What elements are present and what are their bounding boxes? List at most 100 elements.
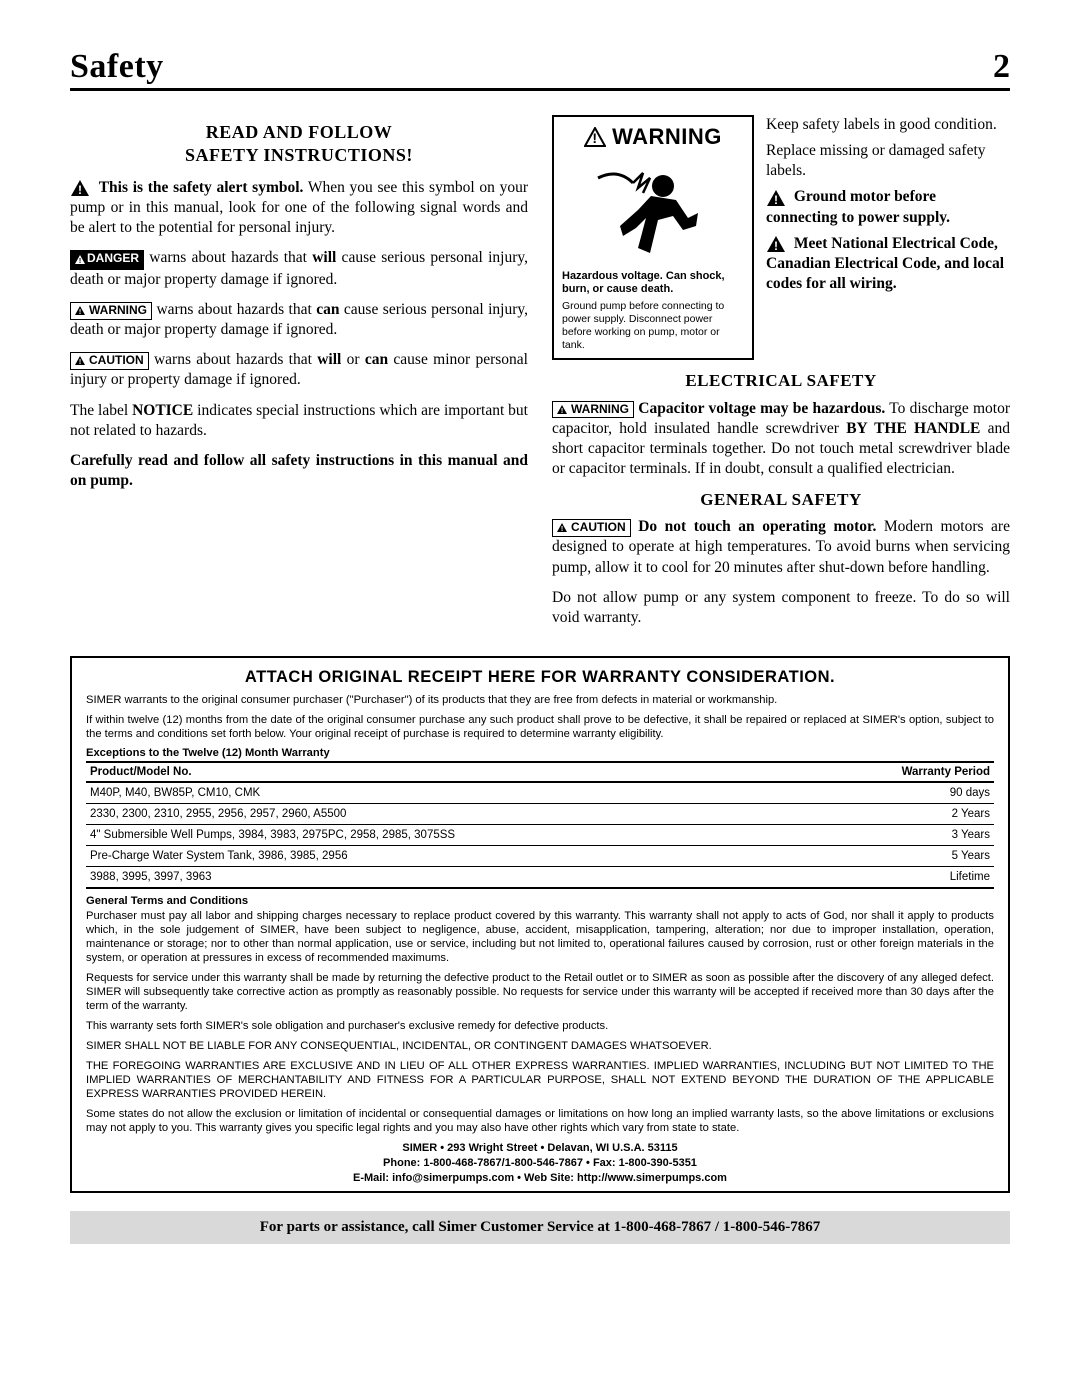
two-column-body: READ AND FOLLOW SAFETY INSTRUCTIONS! ! T…: [70, 115, 1010, 638]
elec-bold: Capacitor voltage may be hazardous.: [638, 400, 885, 417]
svg-text:!: !: [774, 193, 778, 207]
alert-triangle-icon: !: [557, 405, 567, 414]
contact-phone: Phone: 1-800-468-7867/1-800-546-7867 • F…: [86, 1156, 994, 1171]
caut-text-c: or: [341, 351, 365, 368]
svg-text:!: !: [774, 239, 778, 253]
table-row: M40P, M40, BW85P, CM10, CMK90 days: [86, 782, 994, 804]
elec-handle: BY THE HANDLE: [846, 420, 980, 437]
warning-caption-text: Ground pump before connecting to power s…: [562, 300, 744, 353]
cell-period: Lifetime: [808, 866, 994, 888]
keep-labels-1: Keep safety labels in good condition.: [766, 115, 1010, 135]
warranty-p1: SIMER warrants to the original consumer …: [86, 693, 994, 707]
page-number: 2: [993, 48, 1010, 86]
warning-caption-bold: Hazardous voltage. Can shock, burn, or c…: [562, 270, 744, 296]
svg-text:!: !: [561, 526, 563, 532]
warning-panel-head: ! WARNING: [562, 123, 744, 152]
caution-label: !CAUTION: [70, 352, 149, 370]
danger-paragraph: !DANGER warns about hazards that will ca…: [70, 248, 528, 290]
warning-panel: ! WARNING Hazardous voltage. Can shock, …: [552, 115, 754, 360]
svg-text:!: !: [79, 359, 81, 365]
warn-can: can: [316, 301, 339, 318]
warning-paragraph: !WARNING warns about hazards that can ca…: [70, 300, 528, 340]
alert-triangle-icon: !: [766, 189, 786, 207]
page-title: Safety: [70, 48, 164, 86]
cell-period: 90 days: [808, 782, 994, 804]
nec-bold: Meet National Electrical Code, Canadian …: [766, 235, 1004, 292]
col-period: Warranty Period: [808, 762, 994, 782]
warranty-exceptions-head: Exceptions to the Twelve (12) Month Warr…: [86, 747, 994, 759]
shock-hazard-icon: [562, 156, 744, 266]
cell-model: 2330, 2300, 2310, 2955, 2956, 2957, 2960…: [86, 803, 808, 824]
cell-model: 4" Submersible Well Pumps, 3984, 3983, 2…: [86, 824, 808, 845]
danger-text-a: warns about hazards that: [144, 249, 312, 266]
cell-model: 3988, 3995, 3997, 3963: [86, 866, 808, 888]
svg-text:!: !: [561, 408, 563, 414]
warning-label: !WARNING: [552, 401, 634, 419]
alert-triangle-icon: !: [557, 523, 567, 532]
nec-para: ! Meet National Electrical Code, Canadia…: [766, 234, 1010, 294]
notice-b: NOTICE: [132, 402, 193, 419]
right-top-row: ! WARNING Hazardous voltage. Can shock, …: [552, 115, 1010, 360]
footer-bar: For parts or assistance, call Simer Cust…: [70, 1211, 1010, 1244]
gtc-head: General Terms and Conditions: [86, 895, 994, 907]
danger-will: will: [312, 249, 336, 266]
alert-symbol-paragraph: ! This is the safety alert symbol. When …: [70, 178, 528, 238]
alert-triangle-icon: !: [70, 179, 90, 197]
gtc-3: This warranty sets forth SIMER's sole ob…: [86, 1019, 994, 1033]
cell-model: M40P, M40, BW85P, CM10, CMK: [86, 782, 808, 804]
electrical-paragraph: !WARNING Capacitor voltage may be hazard…: [552, 399, 1010, 480]
page-header: Safety 2: [70, 48, 1010, 91]
caut-will: will: [317, 351, 341, 368]
table-row: Pre-Charge Water System Tank, 3986, 3985…: [86, 845, 994, 866]
alert-triangle-icon: !: [75, 356, 85, 365]
general-paragraph-1: !CAUTION Do not touch an operating motor…: [552, 517, 1010, 577]
svg-text:!: !: [592, 130, 597, 146]
gtc-1: Purchaser must pay all labor and shippin…: [86, 909, 994, 965]
gtc-5: THE FOREGOING WARRANTIES ARE EXCLUSIVE A…: [86, 1059, 994, 1101]
right-top-text: Keep safety labels in good condition. Re…: [766, 115, 1010, 360]
caution-label: !CAUTION: [552, 519, 631, 537]
alert-triangle-icon: !: [766, 235, 786, 253]
table-header-row: Product/Model No. Warranty Period: [86, 762, 994, 782]
gtc-4: SIMER SHALL NOT BE LIABLE FOR ANY CONSEQ…: [86, 1039, 994, 1053]
svg-text:!: !: [79, 309, 81, 315]
left-heading-line2: SAFETY INSTRUCTIONS!: [185, 145, 413, 165]
caut-can: can: [365, 351, 388, 368]
warranty-p2: If within twelve (12) months from the da…: [86, 713, 994, 741]
table-row: 3988, 3995, 3997, 3963Lifetime: [86, 866, 994, 888]
electrical-safety-heading: ELECTRICAL SAFETY: [552, 370, 1010, 392]
svg-text:!: !: [79, 258, 81, 264]
keep-labels-2: Replace missing or damaged safety labels…: [766, 141, 1010, 181]
notice-a: The label: [70, 402, 132, 419]
warranty-title: ATTACH ORIGINAL RECEIPT HERE FOR WARRANT…: [86, 668, 994, 687]
danger-label: !DANGER: [70, 250, 144, 270]
warning-panel-title: WARNING: [612, 123, 722, 152]
alert-triangle-icon: !: [75, 306, 85, 315]
gtc-6: Some states do not allow the exclusion o…: [86, 1107, 994, 1135]
cell-period: 3 Years: [808, 824, 994, 845]
gen-bold: Do not touch an operating motor.: [638, 518, 876, 535]
right-column: ! WARNING Hazardous voltage. Can shock, …: [552, 115, 1010, 638]
warning-label: !WARNING: [70, 302, 152, 320]
warranty-box: ATTACH ORIGINAL RECEIPT HERE FOR WARRANT…: [70, 656, 1010, 1194]
cell-period: 2 Years: [808, 803, 994, 824]
table-row: 2330, 2300, 2310, 2955, 2956, 2957, 2960…: [86, 803, 994, 824]
ground-motor-para: ! Ground motor before connecting to powe…: [766, 187, 1010, 227]
left-column: READ AND FOLLOW SAFETY INSTRUCTIONS! ! T…: [70, 115, 528, 638]
gtc-2: Requests for service under this warranty…: [86, 971, 994, 1013]
alert-bold: This is the safety alert symbol.: [99, 179, 304, 196]
caution-paragraph: !CAUTION warns about hazards that will o…: [70, 350, 528, 390]
page: Safety 2 READ AND FOLLOW SAFETY INSTRUCT…: [0, 0, 1080, 1397]
alert-triangle-icon: !: [75, 253, 85, 269]
caut-text-a: warns about hazards that: [149, 351, 318, 368]
svg-text:!: !: [78, 183, 82, 197]
cell-period: 5 Years: [808, 845, 994, 866]
left-heading: READ AND FOLLOW SAFETY INSTRUCTIONS!: [70, 121, 528, 168]
contact-email: E-Mail: info@simerpumps.com • Web Site: …: [86, 1171, 994, 1186]
col-model: Product/Model No.: [86, 762, 808, 782]
warn-text-a: warns about hazards that: [152, 301, 316, 318]
warranty-table: Product/Model No. Warranty Period M40P, …: [86, 761, 994, 889]
alert-triangle-icon: !: [584, 127, 606, 147]
notice-paragraph: The label NOTICE indicates special instr…: [70, 401, 528, 441]
read-follow-paragraph: Carefully read and follow all safety ins…: [70, 451, 528, 491]
